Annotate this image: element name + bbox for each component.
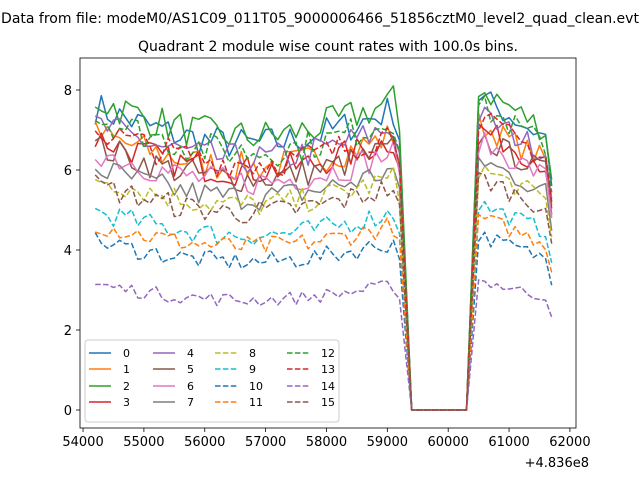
- plot-frame: [79, 57, 577, 429]
- y-tick-label: 8: [64, 84, 72, 99]
- legend-label-14: 14: [321, 380, 335, 393]
- x-tick-label: 62000: [549, 435, 590, 450]
- series-line-11: [94, 213, 553, 411]
- legend-label-0: 0: [123, 347, 130, 360]
- x-tick-label: 55000: [123, 435, 164, 450]
- x-tick-label: 56000: [184, 435, 225, 450]
- legend-label-3: 3: [123, 396, 130, 409]
- legend-label-10: 10: [249, 380, 263, 393]
- x-tick-label: 61000: [488, 435, 529, 450]
- series-line-13: [94, 112, 553, 411]
- legend-label-8: 8: [249, 347, 256, 360]
- legend-label-6: 6: [187, 380, 194, 393]
- y-tick-label: 0: [64, 404, 72, 419]
- legend-label-12: 12: [321, 347, 335, 360]
- legend-label-4: 4: [187, 347, 194, 360]
- x-tick-label: 59000: [367, 435, 408, 450]
- series-line-7: [94, 156, 553, 411]
- legend-label-7: 7: [187, 396, 194, 409]
- legend-label-1: 1: [123, 363, 130, 376]
- x-offset-label: +4.836e8: [525, 456, 589, 471]
- x-tick-label: 54000: [62, 435, 103, 450]
- legend-label-5: 5: [187, 363, 194, 376]
- legend-label-11: 11: [249, 396, 263, 409]
- legend-frame: [84, 339, 340, 423]
- x-tick-label: 58000: [306, 435, 347, 450]
- series-layer: [94, 85, 553, 411]
- legend-label-15: 15: [321, 396, 335, 409]
- legend-label-13: 13: [321, 363, 335, 376]
- chart-title: Quadrant 2 module wise count rates with …: [138, 39, 518, 55]
- y-tick-label: 6: [64, 164, 72, 179]
- legend-label-9: 9: [249, 363, 256, 376]
- x-tick-label: 60000: [428, 435, 469, 450]
- series-line-2: [94, 85, 553, 411]
- axes-layer: 54000 55000 56000 57000 58000 59000 60000 61000…: [62, 84, 590, 450]
- series-line-12: [94, 95, 553, 411]
- legend-label-2: 2: [123, 380, 130, 393]
- series-line-10: [94, 231, 553, 411]
- plot-area: 54000 55000 56000 57000 58000 59000 60000 61000…: [62, 57, 591, 471]
- y-tick-label: 4: [64, 244, 72, 259]
- chart-suptitle: Data from file: modeM0/AS1C09_011T05_900…: [1, 11, 639, 27]
- x-tick-label: 57000: [245, 435, 286, 450]
- y-tick-label: 2: [64, 324, 72, 339]
- series-line-15: [94, 172, 553, 411]
